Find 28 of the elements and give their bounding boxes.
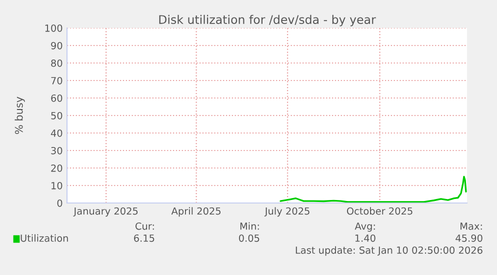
- x-tick-label: July 2025: [264, 207, 310, 217]
- y-tick-label: 80: [51, 59, 62, 67]
- y-tick-label: 60: [51, 94, 62, 102]
- y-tick-label: 50: [51, 112, 62, 120]
- x-tick-label: January 2025: [73, 207, 138, 217]
- y-tick-label: 90: [51, 42, 62, 50]
- text: 45.90: [456, 234, 482, 242]
- y-axis-title: % busy: [14, 96, 25, 134]
- y-tick-label: 40: [50, 129, 62, 137]
- y-tick-label: 10: [52, 182, 62, 190]
- line-series: [280, 176, 467, 203]
- text: Cur:: [135, 222, 154, 230]
- y-tick-label: 30: [51, 146, 62, 154]
- y-tick-label: 20: [51, 164, 62, 172]
- legend-label: Utilization: [20, 234, 68, 242]
- y-tick-label: 70: [51, 76, 62, 84]
- text: Last update: Sat Jan 10 02:50:00 2026: [296, 246, 482, 256]
- text: 6.15: [134, 234, 154, 242]
- y-tick-label: 0: [57, 199, 62, 207]
- chart-title: Disk utilization for /dev/sda - by year: [159, 14, 376, 26]
- text: Min:: [240, 222, 259, 230]
- text: 0.05: [238, 234, 260, 242]
- x-tick-label: October 2025: [346, 207, 412, 215]
- x-tick-label: April 2025: [171, 207, 220, 217]
- text: Avg:: [354, 222, 375, 232]
- y-tick-label: 100: [45, 24, 62, 32]
- text: 1.40: [355, 234, 376, 242]
- text: Max:: [460, 222, 482, 230]
